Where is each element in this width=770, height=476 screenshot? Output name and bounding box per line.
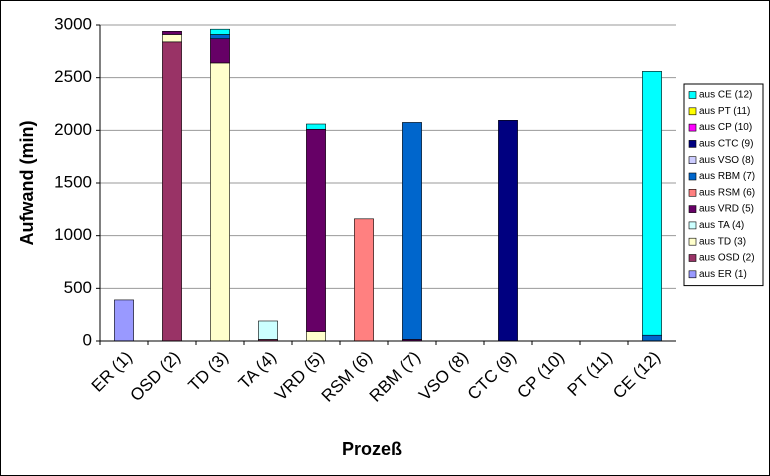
legend-swatch — [688, 205, 697, 213]
legend-label: aus CTC (9) — [699, 139, 753, 150]
legend-swatch — [688, 91, 697, 99]
legend-label: aus RBM (7) — [699, 171, 755, 182]
y-axis-title: Aufwand (min) — [17, 121, 37, 246]
bar-segment — [162, 31, 182, 35]
legend-swatch — [688, 189, 697, 197]
y-tick-label: 2500 — [54, 67, 92, 86]
legend-label: aus RSM (6) — [699, 187, 755, 198]
legend-swatch — [688, 123, 697, 132]
legend-label: aus CP (10) — [699, 122, 752, 133]
legend-label: aus VSO (8) — [699, 155, 754, 166]
legend-swatch — [688, 140, 697, 148]
bar-segment — [210, 28, 230, 35]
x-axis-title: Prozeß — [342, 439, 402, 459]
bar-segment — [162, 34, 182, 43]
bar-segment — [642, 334, 662, 342]
legend-swatch — [688, 254, 697, 262]
y-tick-label: 2000 — [54, 120, 92, 139]
legend-label: aus OSD (2) — [699, 253, 755, 264]
bar-segment — [210, 38, 230, 64]
legend-label: aus ER (1) — [699, 269, 747, 280]
legend-swatch — [688, 107, 697, 116]
bar-segment — [306, 123, 326, 130]
bar-segment — [642, 71, 662, 336]
y-tick-label: 1500 — [54, 172, 92, 191]
legend-swatch — [688, 237, 697, 246]
legend-swatch — [688, 270, 697, 279]
bar-segment — [162, 41, 182, 342]
bar-segment — [258, 320, 278, 340]
legend-label: aus TA (4) — [699, 220, 744, 231]
legend-box — [683, 83, 764, 287]
bar-segment — [306, 331, 326, 342]
legend-swatch — [688, 156, 697, 164]
legend-swatch — [688, 221, 697, 230]
bar-segment — [114, 299, 134, 342]
bar-segment — [354, 218, 374, 342]
bar-segment — [498, 120, 518, 342]
bar-segment — [210, 62, 230, 342]
bar-segment — [210, 34, 230, 39]
bar-segment — [402, 122, 422, 340]
y-tick-label: 500 — [64, 278, 92, 297]
bar-segment — [306, 128, 326, 332]
legend-label: aus PT (11) — [699, 106, 750, 117]
legend-label: aus TD (3) — [699, 236, 746, 247]
legend: aus CE (12) aus PT (11) aus CP (10) aus CTC… — [683, 83, 764, 287]
legend-label: aus VRD (5) — [699, 204, 754, 215]
legend-label: aus CE (12) — [699, 90, 752, 101]
y-tick-label: 1000 — [54, 225, 92, 244]
y-tick-label: 0 — [83, 330, 92, 349]
y-tick-label: 3000 — [54, 14, 92, 33]
legend-swatch — [688, 172, 697, 181]
